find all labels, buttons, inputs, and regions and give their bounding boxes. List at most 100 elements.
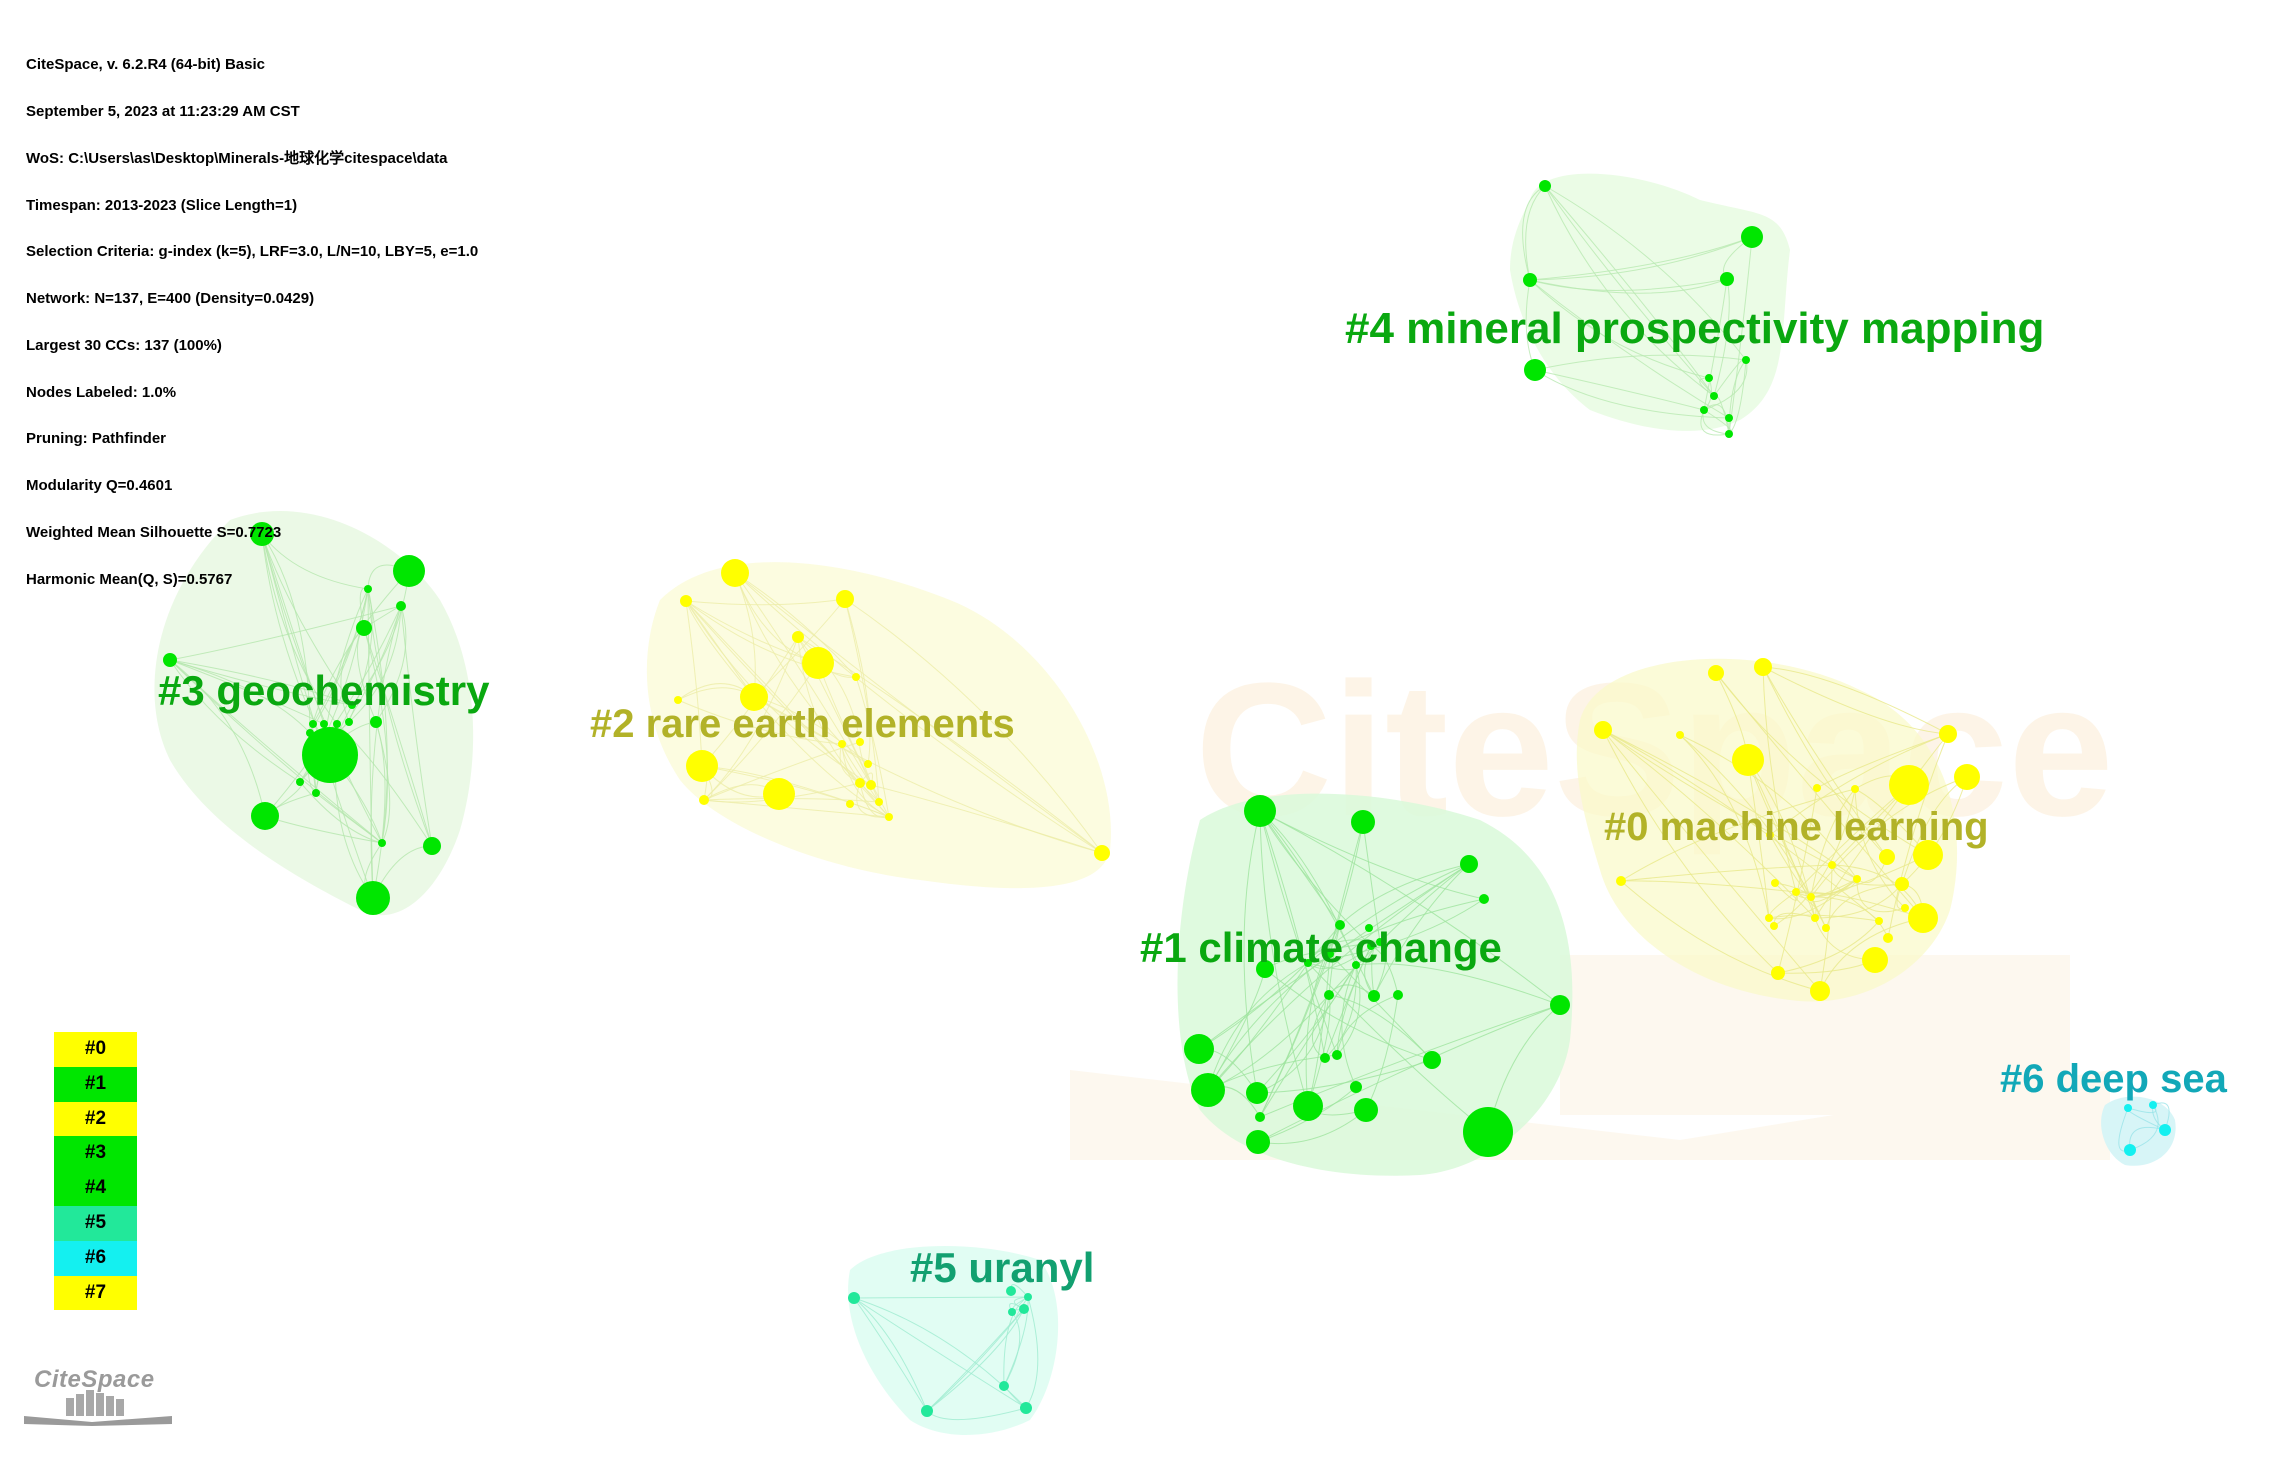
network-node[interactable] bbox=[999, 1381, 1009, 1391]
network-node[interactable] bbox=[1720, 272, 1734, 286]
network-node[interactable] bbox=[2149, 1101, 2157, 1109]
network-node[interactable] bbox=[1008, 1308, 1016, 1316]
network-node[interactable] bbox=[1523, 273, 1537, 287]
network-node[interactable] bbox=[1771, 879, 1779, 887]
network-node[interactable] bbox=[1393, 990, 1403, 1000]
network-node[interactable] bbox=[302, 727, 358, 783]
legend-item-5[interactable]: #5 bbox=[54, 1205, 137, 1241]
network-node[interactable] bbox=[1725, 430, 1733, 438]
network-node[interactable] bbox=[1708, 665, 1724, 681]
network-node[interactable] bbox=[885, 813, 893, 821]
network-node[interactable] bbox=[1754, 658, 1772, 676]
network-node[interactable] bbox=[163, 653, 177, 667]
network-node[interactable] bbox=[1006, 1286, 1016, 1296]
network-node[interactable] bbox=[1875, 917, 1883, 925]
network-node[interactable] bbox=[296, 778, 304, 786]
legend-item-7[interactable]: #7 bbox=[54, 1275, 137, 1311]
legend-item-4[interactable]: #4 bbox=[54, 1171, 137, 1206]
network-node[interactable] bbox=[1770, 922, 1778, 930]
network-node[interactable] bbox=[1811, 914, 1819, 922]
network-node[interactable] bbox=[1246, 1130, 1270, 1154]
network-node[interactable] bbox=[1883, 933, 1893, 943]
cluster-label-1[interactable]: #1 climate change bbox=[1140, 924, 1502, 971]
cluster-label-2[interactable]: #2 rare earth elements bbox=[590, 702, 1015, 746]
cluster-label-3[interactable]: #3 geochemistry bbox=[158, 667, 490, 714]
network-node[interactable] bbox=[699, 795, 709, 805]
network-node[interactable] bbox=[1191, 1073, 1225, 1107]
network-node[interactable] bbox=[1019, 1304, 1029, 1314]
network-node[interactable] bbox=[1460, 855, 1478, 873]
network-node[interactable] bbox=[680, 595, 692, 607]
network-node[interactable] bbox=[1771, 966, 1785, 980]
network-node[interactable] bbox=[356, 620, 372, 636]
network-node[interactable] bbox=[1792, 888, 1800, 896]
network-node[interactable] bbox=[1020, 1402, 1032, 1414]
cluster-label-4[interactable]: #4 mineral prospectivity mapping bbox=[1345, 304, 2044, 353]
network-node[interactable] bbox=[1244, 795, 1276, 827]
network-node[interactable] bbox=[393, 555, 425, 587]
network-node[interactable] bbox=[1423, 1051, 1441, 1069]
network-node[interactable] bbox=[1332, 1050, 1342, 1060]
network-node[interactable] bbox=[370, 716, 382, 728]
network-node[interactable] bbox=[1539, 180, 1551, 192]
network-node[interactable] bbox=[1352, 961, 1360, 969]
network-node[interactable] bbox=[674, 696, 682, 704]
network-node[interactable] bbox=[740, 683, 768, 711]
network-node[interactable] bbox=[364, 585, 372, 593]
network-node[interactable] bbox=[345, 718, 353, 726]
network-node[interactable] bbox=[1742, 356, 1750, 364]
network-node[interactable] bbox=[306, 729, 314, 737]
network-node[interactable] bbox=[1256, 960, 1274, 978]
network-node[interactable] bbox=[1365, 924, 1373, 932]
network-node[interactable] bbox=[1479, 894, 1489, 904]
network-node[interactable] bbox=[1954, 764, 1980, 790]
network-node[interactable] bbox=[1324, 990, 1334, 1000]
network-node[interactable] bbox=[852, 673, 860, 681]
network-node[interactable] bbox=[1725, 414, 1733, 422]
network-node[interactable] bbox=[1351, 810, 1375, 834]
cluster-label-5[interactable]: #5 uranyl bbox=[910, 1244, 1094, 1291]
network-node[interactable] bbox=[378, 839, 386, 847]
network-node[interactable] bbox=[1376, 938, 1384, 946]
network-node[interactable] bbox=[1810, 981, 1830, 1001]
network-node[interactable] bbox=[1024, 1293, 1032, 1301]
network-node[interactable] bbox=[1853, 875, 1861, 883]
network-node[interactable] bbox=[1354, 1098, 1378, 1122]
network-node[interactable] bbox=[802, 647, 834, 679]
network-node[interactable] bbox=[856, 738, 864, 746]
network-node[interactable] bbox=[1524, 359, 1546, 381]
network-node[interactable] bbox=[1813, 784, 1821, 792]
network-node[interactable] bbox=[838, 740, 846, 748]
network-node[interactable] bbox=[1913, 840, 1943, 870]
network-node[interactable] bbox=[836, 590, 854, 608]
network-node[interactable] bbox=[1255, 1112, 1265, 1122]
network-node[interactable] bbox=[1901, 904, 1909, 912]
network-node[interactable] bbox=[1822, 924, 1830, 932]
network-node[interactable] bbox=[1710, 392, 1718, 400]
network-node[interactable] bbox=[1326, 950, 1334, 958]
network-node[interactable] bbox=[1350, 1081, 1362, 1093]
network-node[interactable] bbox=[1741, 226, 1763, 248]
network-node[interactable] bbox=[1862, 947, 1888, 973]
network-node[interactable] bbox=[333, 720, 341, 728]
network-node[interactable] bbox=[396, 601, 406, 611]
legend-item-2[interactable]: #2 bbox=[54, 1101, 137, 1137]
network-node[interactable] bbox=[312, 789, 320, 797]
network-node[interactable] bbox=[1304, 959, 1312, 967]
network-node[interactable] bbox=[1246, 1082, 1268, 1104]
cluster-label-0[interactable]: #0 machine learning bbox=[1604, 805, 1989, 849]
network-node[interactable] bbox=[1463, 1107, 1513, 1157]
network-node[interactable] bbox=[1889, 765, 1929, 805]
network-node[interactable] bbox=[1293, 1091, 1323, 1121]
network-node[interactable] bbox=[1368, 990, 1380, 1002]
network-node[interactable] bbox=[1676, 731, 1684, 739]
network-node[interactable] bbox=[763, 778, 795, 810]
network-node[interactable] bbox=[1828, 861, 1836, 869]
network-node[interactable] bbox=[848, 1292, 860, 1304]
legend-item-0[interactable]: #0 bbox=[54, 1032, 137, 1067]
network-node[interactable] bbox=[1616, 876, 1626, 886]
network-node[interactable] bbox=[1184, 1034, 1214, 1064]
network-node[interactable] bbox=[866, 780, 876, 790]
network-node[interactable] bbox=[1765, 914, 1773, 922]
network-node[interactable] bbox=[1807, 893, 1815, 901]
